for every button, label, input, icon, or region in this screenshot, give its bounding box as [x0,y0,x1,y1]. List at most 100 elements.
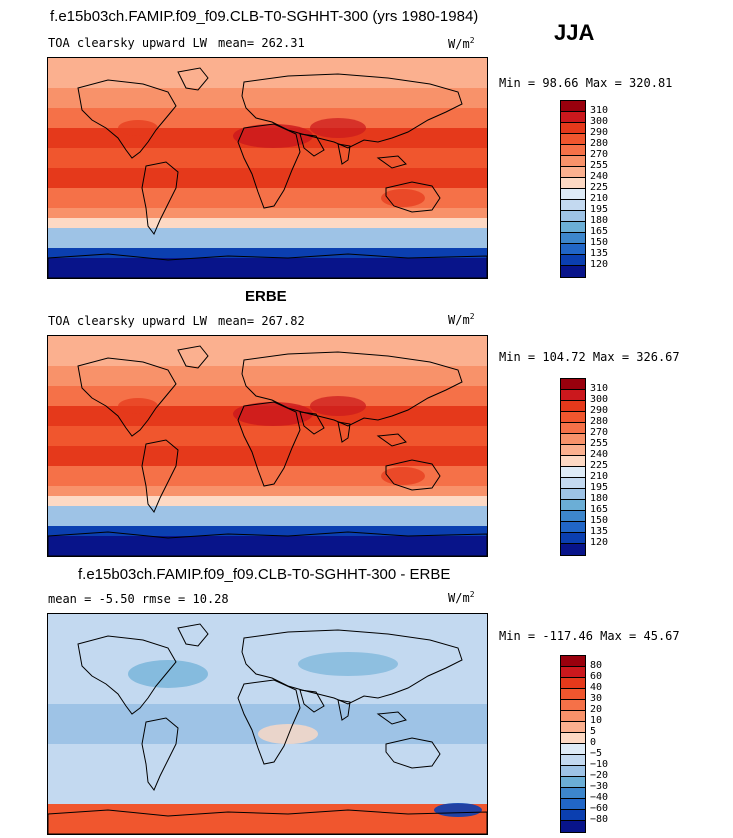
colorbar-label: 240 [590,171,609,182]
colorbar-swatch [561,678,585,689]
panel-1-mean: mean= 262.31 [218,36,305,50]
colorbar-label: 150 [590,237,609,248]
colorbar-swatch [561,766,585,777]
colorbar-label: 165 [590,226,609,237]
colorbar-label: 135 [590,248,609,259]
colorbar-label: 255 [590,438,609,449]
colorbar-swatch [561,101,585,112]
colorbar-label: 20 [590,704,603,715]
colorbar-label: 280 [590,416,609,427]
colorbar-label: 120 [590,259,609,270]
colorbar-swatch [561,700,585,711]
colorbar-swatch [561,145,585,156]
colorbar-swatch [561,167,585,178]
colorbar-swatch [561,200,585,211]
colorbar-swatch [561,533,585,544]
colorbar-swatch [561,211,585,222]
colorbar-swatch [561,667,585,678]
colorbar-swatch [561,744,585,755]
colorbar-label: 10 [590,715,603,726]
colorbar-swatch [561,733,585,744]
colorbar-label: 30 [590,693,603,704]
panel-3-stats: mean = -5.50 rmse = 10.28 [48,592,229,606]
colorbar-swatch [561,222,585,233]
colorbar-label: 0 [590,737,597,748]
colorbar-label: 300 [590,394,609,405]
colorbar-label: 60 [590,671,603,682]
colorbar-label: 310 [590,105,609,116]
panel-2-map [47,335,488,557]
colorbar-swatch [561,412,585,423]
colorbar-label: 180 [590,493,609,504]
panel-1-variable: TOA clearsky upward LW [48,36,207,50]
colorbar-swatch [561,434,585,445]
colorbar-swatch [561,401,585,412]
colorbar-label: 40 [590,682,603,693]
colorbar-swatch [561,511,585,522]
colorbar-label: 135 [590,526,609,537]
colorbar-swatch [561,821,585,832]
colorbar-swatch [561,423,585,434]
panel-1-title: f.e15b03ch.FAMIP.f09_f09.CLB-T0-SGHHT-30… [50,8,479,25]
colorbar-label: 80 [590,660,603,671]
panel-2-colorbar [560,378,586,556]
panel-3-units: W/m2 [448,590,475,605]
colorbar-swatch [561,810,585,821]
colorbar-swatch [561,456,585,467]
colorbar-swatch [561,244,585,255]
colorbar-swatch [561,467,585,478]
colorbar-label: 270 [590,427,609,438]
colorbar-label: −10 [590,759,609,770]
colorbar-label: 290 [590,127,609,138]
colorbar-swatch [561,233,585,244]
colorbar-label: 165 [590,504,609,515]
colorbar-label: 240 [590,449,609,460]
panel-2-title: ERBE [245,288,287,305]
panel-3-map [47,613,488,835]
colorbar-swatch [561,788,585,799]
colorbar-label: 255 [590,160,609,171]
colorbar-label: 270 [590,149,609,160]
colorbar-swatch [561,799,585,810]
panel-3-minmax: Min = -117.46 Max = 45.67 [499,629,680,643]
colorbar-swatch [561,156,585,167]
colorbar-label: −60 [590,803,609,814]
colorbar-swatch [561,489,585,500]
colorbar-label: 225 [590,182,609,193]
colorbar-label: −5 [590,748,603,759]
panel-3-colorbar [560,655,586,833]
colorbar-swatch [561,722,585,733]
colorbar-swatch [561,777,585,788]
colorbar-label: 210 [590,471,609,482]
colorbar-swatch [561,755,585,766]
colorbar-swatch [561,178,585,189]
panel-2-minmax: Min = 104.72 Max = 326.67 [499,350,680,364]
panel-3-title: f.e15b03ch.FAMIP.f09_f09.CLB-T0-SGHHT-30… [78,566,451,583]
colorbar-label: 120 [590,537,609,548]
colorbar-label: −20 [590,770,609,781]
colorbar-label: −40 [590,792,609,803]
panel-1-colorbar [560,100,586,278]
colorbar-label: 150 [590,515,609,526]
colorbar-swatch [561,656,585,667]
panel-2-variable: TOA clearsky upward LW [48,314,207,328]
colorbar-swatch [561,266,585,277]
colorbar-label: 5 [590,726,597,737]
colorbar-label: 180 [590,215,609,226]
panel-1-minmax: Min = 98.66 Max = 320.81 [499,76,673,90]
colorbar-label: 195 [590,204,609,215]
colorbar-swatch [561,390,585,401]
colorbar-label: 210 [590,193,609,204]
colorbar-swatch [561,123,585,134]
colorbar-swatch [561,255,585,266]
panel-2-units: W/m2 [448,312,475,327]
colorbar-label: 225 [590,460,609,471]
colorbar-swatch [561,544,585,555]
colorbar-swatch [561,689,585,700]
panel-1-map [47,57,488,279]
panel-2-mean: mean= 267.82 [218,314,305,328]
colorbar-swatch [561,112,585,123]
colorbar-swatch [561,189,585,200]
colorbar-swatch [561,522,585,533]
colorbar-swatch [561,445,585,456]
